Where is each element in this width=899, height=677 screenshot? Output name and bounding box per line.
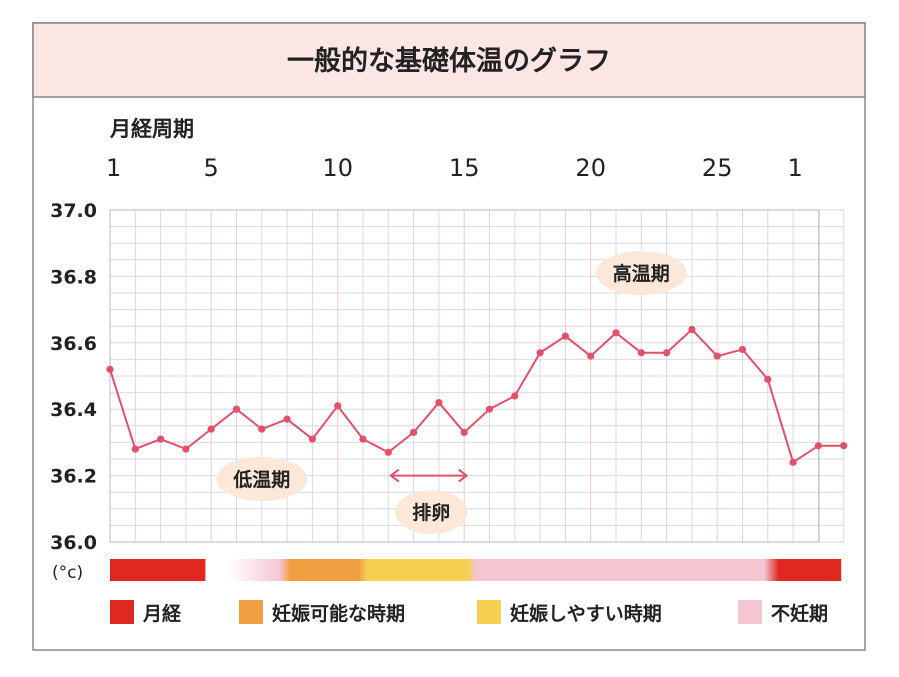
y-tick-label: 37.0 (50, 200, 97, 222)
temperature-point (308, 435, 316, 443)
ovulation-arrow-head-left (389, 468, 400, 483)
title-band (32, 22, 866, 98)
temperature-point (561, 332, 570, 340)
chart-frame (32, 22, 866, 651)
temperature-point (713, 352, 721, 360)
legend-swatch (738, 600, 762, 624)
x-axis-label: 月経周期 (109, 117, 194, 141)
chart-title: 一般的な基礎体温のグラフ (287, 45, 611, 77)
x-tick-label: 1 (106, 154, 121, 182)
annotation-bubble (216, 456, 308, 501)
plot-area (109, 209, 820, 543)
annotation-label: 低温期 (232, 468, 290, 491)
ovulation-arrow-head-right (458, 468, 469, 483)
temperature-point (359, 435, 367, 443)
legend-label: 不妊期 (771, 602, 828, 625)
temperature-point (258, 425, 266, 433)
grid (109, 209, 845, 543)
y-tick-labels: 36.0 36.2 36.4 36.6 36.8 37.0 (50, 200, 97, 554)
ovulation-arrow (389, 468, 469, 483)
y-tick-label: 36.0 (50, 532, 97, 554)
annotation-低温期: 低温期 (216, 456, 308, 501)
phase-bar (110, 559, 842, 581)
annotation-bubble (595, 251, 687, 296)
legend-label: 妊娠しやすい時期 (510, 602, 662, 625)
temperature-point (688, 325, 696, 334)
y-tick-label: 36.8 (50, 266, 97, 288)
legend-item: 妊娠しやすい時期 (477, 600, 662, 625)
temperature-point (207, 425, 215, 433)
temperature-point (485, 405, 494, 413)
x-tick-label: 10 (322, 154, 353, 182)
temperature-point (157, 435, 165, 443)
y-axis-unit: (°c) (52, 563, 83, 583)
x-tick-label: 5 (204, 154, 219, 182)
legend-swatch (110, 600, 134, 624)
temperature-point (789, 458, 797, 466)
y-tick-label: 36.6 (50, 333, 97, 355)
x-tick-labels: 1 5 10 15 20 25 1 (106, 154, 803, 182)
temperature-point (182, 445, 190, 453)
x-tick-label: 20 (575, 154, 606, 182)
legend-item: 妊娠可能な時期 (239, 600, 405, 625)
temperature-line (109, 328, 844, 464)
legend-swatch (239, 600, 263, 624)
x-tick-label: 15 (449, 154, 480, 182)
temperature-point (384, 448, 392, 456)
legend-swatch (477, 600, 501, 624)
temperature-point (232, 405, 241, 413)
temperature-point (106, 365, 114, 373)
temperature-point (460, 428, 468, 437)
temperature-point (334, 402, 342, 410)
temperature-point (738, 345, 747, 354)
temperature-point (637, 349, 645, 357)
temperature-point (283, 415, 291, 423)
temperature-point (612, 329, 620, 337)
y-tick-label: 36.2 (50, 466, 97, 488)
temperature-point (435, 398, 443, 407)
annotation-高温期: 高温期 (595, 251, 687, 296)
annotation-排卵: 排卵 (395, 490, 468, 535)
annotation-label: 高温期 (613, 262, 670, 285)
legend-label: 妊娠可能な時期 (272, 602, 405, 625)
annotation-bubble (395, 490, 468, 535)
x-tick-label: 1 (787, 154, 802, 182)
legend-item: 月経 (110, 600, 182, 625)
x-tick-label: 25 (702, 154, 733, 182)
temperature-point (764, 375, 772, 383)
phase-bar-fill (110, 559, 842, 581)
legend-label: 月経 (142, 602, 182, 625)
temperature-point (410, 428, 418, 437)
y-tick-label: 36.4 (50, 399, 97, 421)
annotation-label: 排卵 (412, 501, 450, 524)
temperature-series (106, 325, 848, 466)
temperature-point (587, 352, 595, 360)
legend-item: 不妊期 (738, 600, 828, 625)
legend: 月経 妊娠可能な時期 妊娠しやすい時期 不妊期 (110, 600, 828, 625)
temperature-point (840, 442, 848, 450)
temperature-point (663, 349, 671, 357)
temperature-point (536, 349, 544, 357)
temperature-point (814, 442, 823, 450)
temperature-point (511, 392, 519, 400)
temperature-point (131, 445, 139, 453)
